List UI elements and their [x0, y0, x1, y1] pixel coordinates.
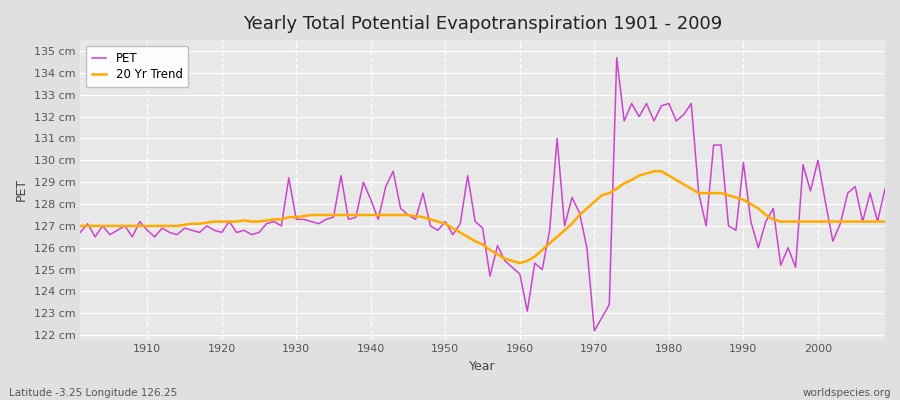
PET [515, 272, 526, 276]
Text: Latitude -3.25 Longitude 126.25: Latitude -3.25 Longitude 126.25 [9, 388, 177, 398]
20 Yr Trend [515, 261, 526, 266]
PET [134, 219, 145, 224]
20 Yr Trend [507, 258, 517, 263]
20 Yr Trend [611, 186, 622, 191]
20 Yr Trend [649, 169, 660, 174]
PET [298, 217, 309, 222]
20 Yr Trend [298, 214, 309, 218]
Text: worldspecies.org: worldspecies.org [803, 388, 891, 398]
PET [507, 265, 517, 270]
20 Yr Trend [75, 224, 86, 228]
Legend: PET, 20 Yr Trend: PET, 20 Yr Trend [86, 46, 188, 87]
PET [879, 186, 890, 191]
PET [75, 230, 86, 235]
PET [343, 217, 354, 222]
20 Yr Trend [879, 219, 890, 224]
20 Yr Trend [522, 258, 533, 263]
PET [589, 328, 599, 333]
20 Yr Trend [343, 212, 354, 217]
Line: 20 Yr Trend: 20 Yr Trend [80, 171, 885, 263]
PET [619, 118, 630, 123]
Line: PET: PET [80, 58, 885, 331]
X-axis label: Year: Year [469, 360, 496, 373]
PET [611, 55, 622, 60]
Title: Yearly Total Potential Evapotranspiration 1901 - 2009: Yearly Total Potential Evapotranspiratio… [243, 15, 722, 33]
20 Yr Trend [134, 224, 145, 228]
Y-axis label: PET: PET [15, 178, 28, 202]
